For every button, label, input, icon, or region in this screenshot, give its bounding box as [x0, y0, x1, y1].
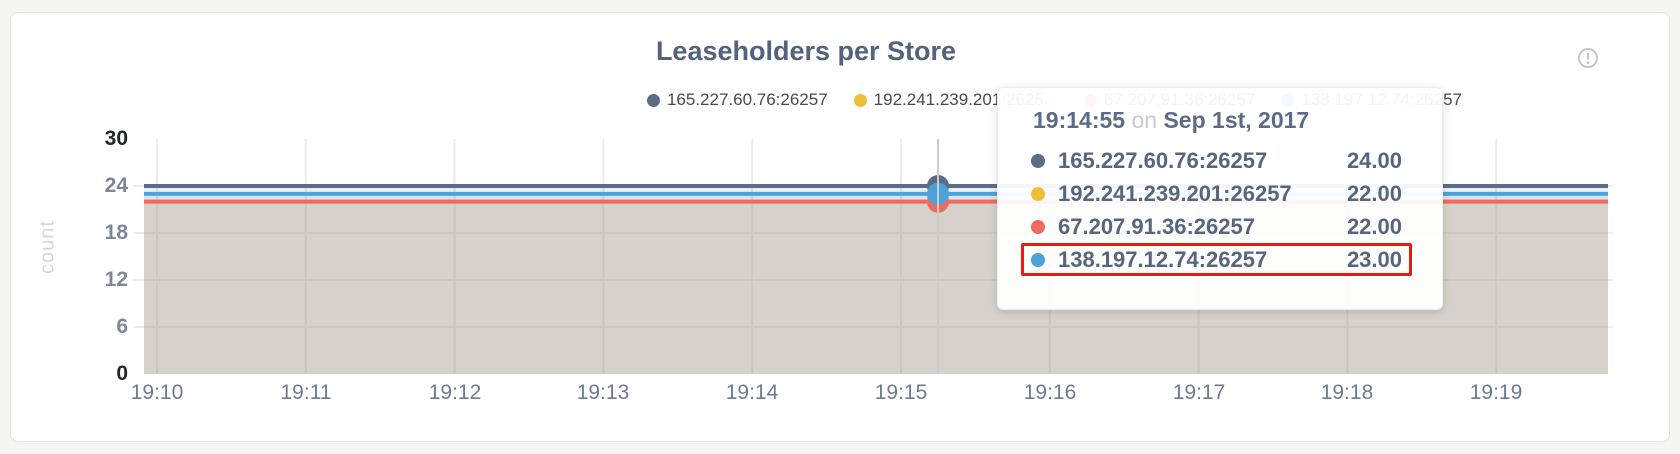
y-axis-tick-18: 18 — [104, 221, 128, 244]
tooltip-series-name: 192.241.239.201:26257 — [1058, 180, 1292, 206]
legend-dot-icon — [646, 93, 660, 107]
legend-item-label: 165.227.60.76:26257 — [666, 90, 828, 109]
y-axis-label: count — [36, 220, 59, 274]
x-axis-tick: 19:17 — [1172, 381, 1226, 404]
tooltip-series-value: 22.00 — [1346, 213, 1402, 239]
series-dot-icon — [1031, 153, 1045, 168]
tooltip-conjunction: on — [1131, 107, 1158, 133]
x-axis-tick: 19:14 — [725, 381, 779, 404]
series-dot-icon — [1031, 252, 1045, 267]
tooltip-series-value: 23.00 — [1346, 246, 1402, 272]
x-axis-tick: 19:13 — [576, 381, 630, 404]
series-dot-icon — [1031, 219, 1045, 234]
y-axis-tick-24: 24 — [104, 174, 128, 197]
tooltip-series-name: 165.227.60.76:26257 — [1058, 147, 1268, 173]
y-axis-tick-0: 0 — [116, 362, 128, 385]
hover-tooltip: 19:14:55 on Sep 1st, 2017 165.227.60.76:… — [997, 87, 1443, 310]
tooltip-timestamp: 19:14:55 on Sep 1st, 2017 — [1033, 107, 1402, 134]
tooltip-series-value: 22.00 — [1346, 180, 1402, 206]
tooltip-row: 67.207.91.36:26257 22.00 — [1021, 210, 1412, 243]
y-axis-tick-12: 12 — [104, 268, 128, 291]
y-axis-tick-30: 30 — [104, 127, 128, 150]
x-axis-tick: 19:19 — [1469, 381, 1523, 404]
y-axis-tick-6: 6 — [116, 315, 128, 338]
exclamation-circle-icon — [1578, 48, 1598, 68]
series-dot-icon — [1031, 186, 1045, 201]
tooltip-series-name: 67.207.91.36:26257 — [1058, 213, 1255, 239]
chart-title: Leaseholders per Store — [655, 36, 957, 66]
tooltip-time: 19:14:55 — [1033, 107, 1126, 133]
tooltip-row: 192.241.239.201:26257 22.00 — [1021, 177, 1412, 210]
legend-dot-icon — [853, 93, 867, 107]
tooltip-series-value: 24.00 — [1346, 147, 1402, 173]
x-axis-tick: 19:11 — [280, 381, 332, 404]
info-icon[interactable] — [1577, 47, 1599, 69]
legend-item-1[interactable]: 165.227.60.76:26257 — [646, 90, 828, 110]
x-axis-tick: 19:16 — [1023, 381, 1077, 404]
tooltip-row-highlighted: 138.197.12.74:26257 23.00 — [1021, 243, 1412, 276]
tooltip-date: Sep 1st, 2017 — [1163, 107, 1310, 133]
x-axis-tick: 19:15 — [874, 381, 928, 404]
x-axis-tick: 19:12 — [428, 381, 482, 404]
x-axis-tick: 19:18 — [1320, 381, 1374, 404]
tooltip-series-name: 138.197.12.74:26257 — [1058, 246, 1268, 272]
tooltip-row: 165.227.60.76:26257 24.00 — [1021, 144, 1412, 177]
x-axis-tick: 19:10 — [130, 381, 184, 404]
